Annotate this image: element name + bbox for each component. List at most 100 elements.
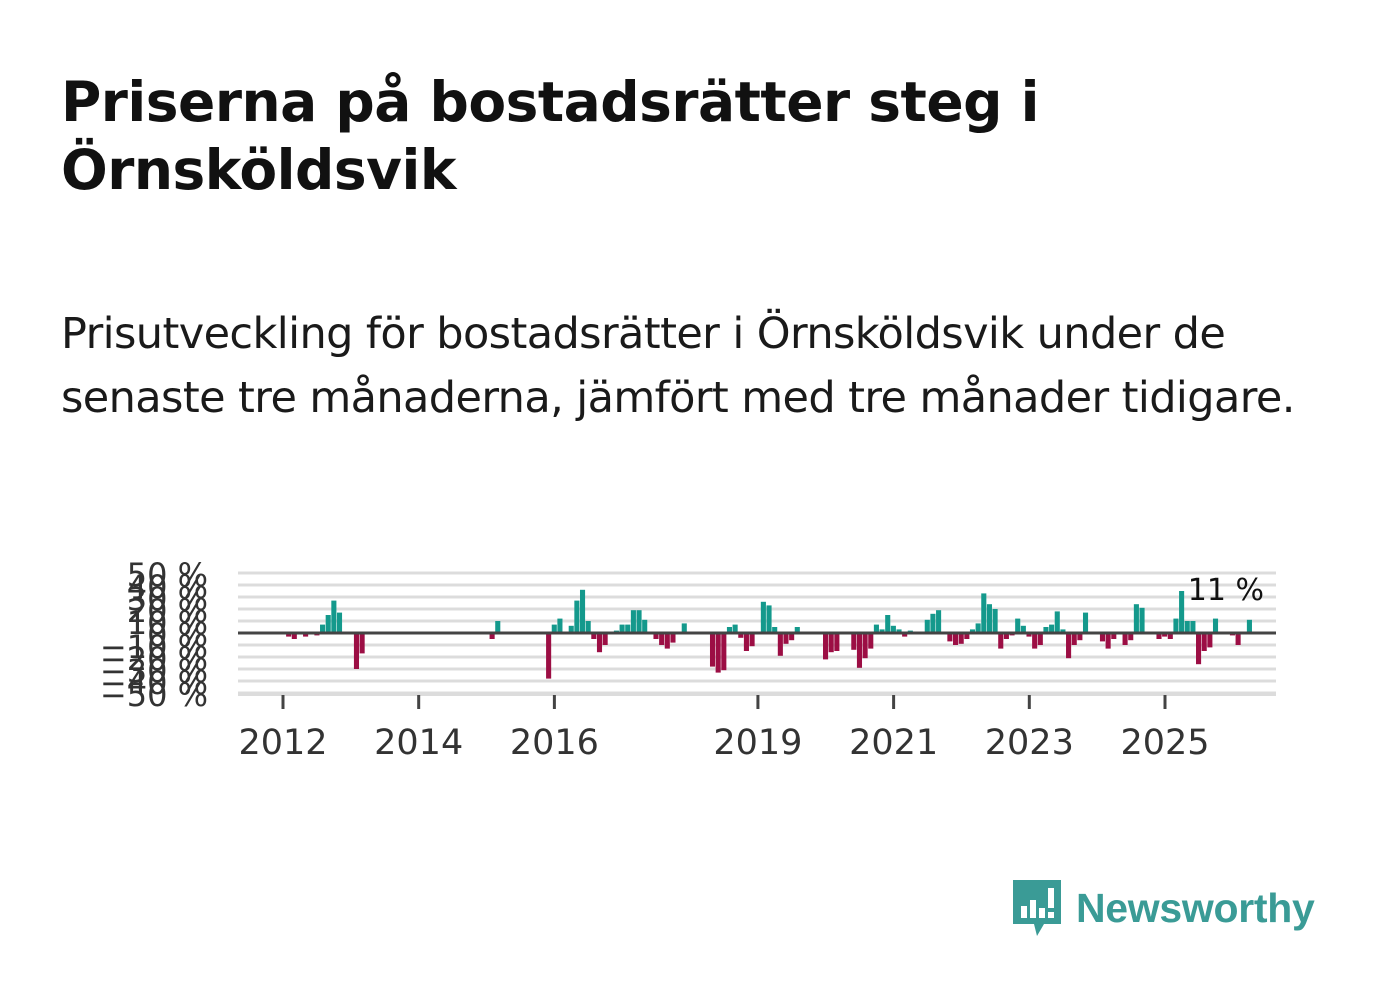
bar <box>1060 629 1066 633</box>
bar <box>828 633 834 653</box>
bar <box>1207 633 1213 648</box>
bar <box>834 633 840 651</box>
bar <box>936 610 942 633</box>
bar <box>579 589 586 633</box>
bar <box>557 618 563 633</box>
y-tick-label: −50 % <box>100 676 208 714</box>
bar <box>596 633 603 653</box>
bar <box>998 633 1004 649</box>
y-tick-label: 40 % <box>127 568 208 606</box>
bar <box>1212 618 1219 633</box>
bar <box>1190 621 1196 633</box>
bar <box>659 633 665 645</box>
bar <box>1122 633 1128 645</box>
bar <box>1066 633 1072 659</box>
bar <box>947 633 953 642</box>
bar <box>873 624 879 633</box>
x-tick-label: 2014 <box>374 723 463 763</box>
bar <box>777 633 783 656</box>
bar <box>568 625 574 633</box>
bar <box>902 633 908 637</box>
bar <box>1196 633 1202 665</box>
bar <box>546 633 552 679</box>
bar <box>336 612 343 633</box>
bar <box>630 610 636 633</box>
bar <box>868 633 874 649</box>
bar-chart: −50 %−40 %−30 %−20 %−10 %0 %10 %20 %30 %… <box>100 556 1276 763</box>
bar <box>1139 607 1145 633</box>
bar <box>823 633 829 660</box>
bar <box>320 624 326 633</box>
bar <box>749 633 755 647</box>
bar <box>953 633 959 645</box>
bar <box>1133 604 1139 633</box>
bar <box>353 633 360 669</box>
y-tick-label: −20 % <box>100 640 208 678</box>
bar <box>1043 627 1049 633</box>
y-grid <box>238 571 1276 695</box>
bar <box>856 633 863 668</box>
bar <box>602 633 608 645</box>
chart-subtitle: Prisutveckling för bostadsrätter i Örnsk… <box>61 309 1295 423</box>
brand-name: Newsworthy <box>1076 884 1315 931</box>
bar <box>930 613 936 633</box>
bar <box>709 633 716 667</box>
bar <box>986 604 992 633</box>
bar <box>1082 612 1089 633</box>
bar <box>286 633 292 637</box>
bar <box>958 633 964 644</box>
bar <box>574 600 580 633</box>
y-axis-labels: −50 %−40 %−30 %−20 %−10 %0 %10 %20 %30 %… <box>100 556 208 714</box>
bar <box>1026 633 1032 637</box>
bar <box>591 633 597 639</box>
x-tick-label: 2019 <box>713 723 802 763</box>
bar <box>885 615 891 633</box>
bar <box>1173 618 1179 633</box>
chart-title: Priserna på bostadsrätter steg i Örnsköl… <box>61 70 1040 202</box>
x-tick-label: 2012 <box>238 723 327 763</box>
bar <box>1105 633 1111 649</box>
bar <box>359 633 365 654</box>
bar <box>619 624 625 633</box>
x-tick-label: 2016 <box>510 723 599 763</box>
bar <box>1156 633 1162 639</box>
y-tick-label: 0 % <box>147 616 208 654</box>
bar <box>879 629 885 633</box>
bar <box>783 633 789 644</box>
bar <box>1003 633 1009 639</box>
bar <box>681 623 687 633</box>
bar <box>738 633 744 638</box>
bar <box>585 621 591 633</box>
y-tick-label: −40 % <box>100 664 208 702</box>
bar <box>670 633 676 643</box>
bar <box>862 633 868 659</box>
y-tick-label: −10 % <box>100 628 208 666</box>
bars <box>286 589 1252 679</box>
bar <box>1167 633 1173 639</box>
bar <box>664 633 670 649</box>
bar <box>760 601 766 633</box>
bar <box>1246 619 1252 633</box>
bar <box>636 610 642 633</box>
bar <box>992 609 998 633</box>
newsworthy-logo-icon <box>1013 880 1061 936</box>
bar <box>981 593 987 633</box>
bar <box>331 600 337 633</box>
latest-value-label: 11 % <box>1188 573 1264 608</box>
bar <box>1128 633 1134 641</box>
bar <box>975 623 981 633</box>
bar <box>1049 624 1055 633</box>
bar <box>766 605 772 633</box>
bar <box>1032 633 1038 649</box>
y-tick-label: 30 % <box>127 580 208 618</box>
bar <box>1015 618 1021 633</box>
bar <box>851 633 857 650</box>
bar <box>642 619 648 633</box>
bar <box>794 627 800 633</box>
y-tick-label: 50 % <box>127 556 208 594</box>
bar <box>1099 633 1106 642</box>
y-tick-label: 20 % <box>127 592 208 630</box>
bar <box>625 624 631 633</box>
x-tick-label: 2025 <box>1120 723 1209 763</box>
bar <box>732 624 738 633</box>
